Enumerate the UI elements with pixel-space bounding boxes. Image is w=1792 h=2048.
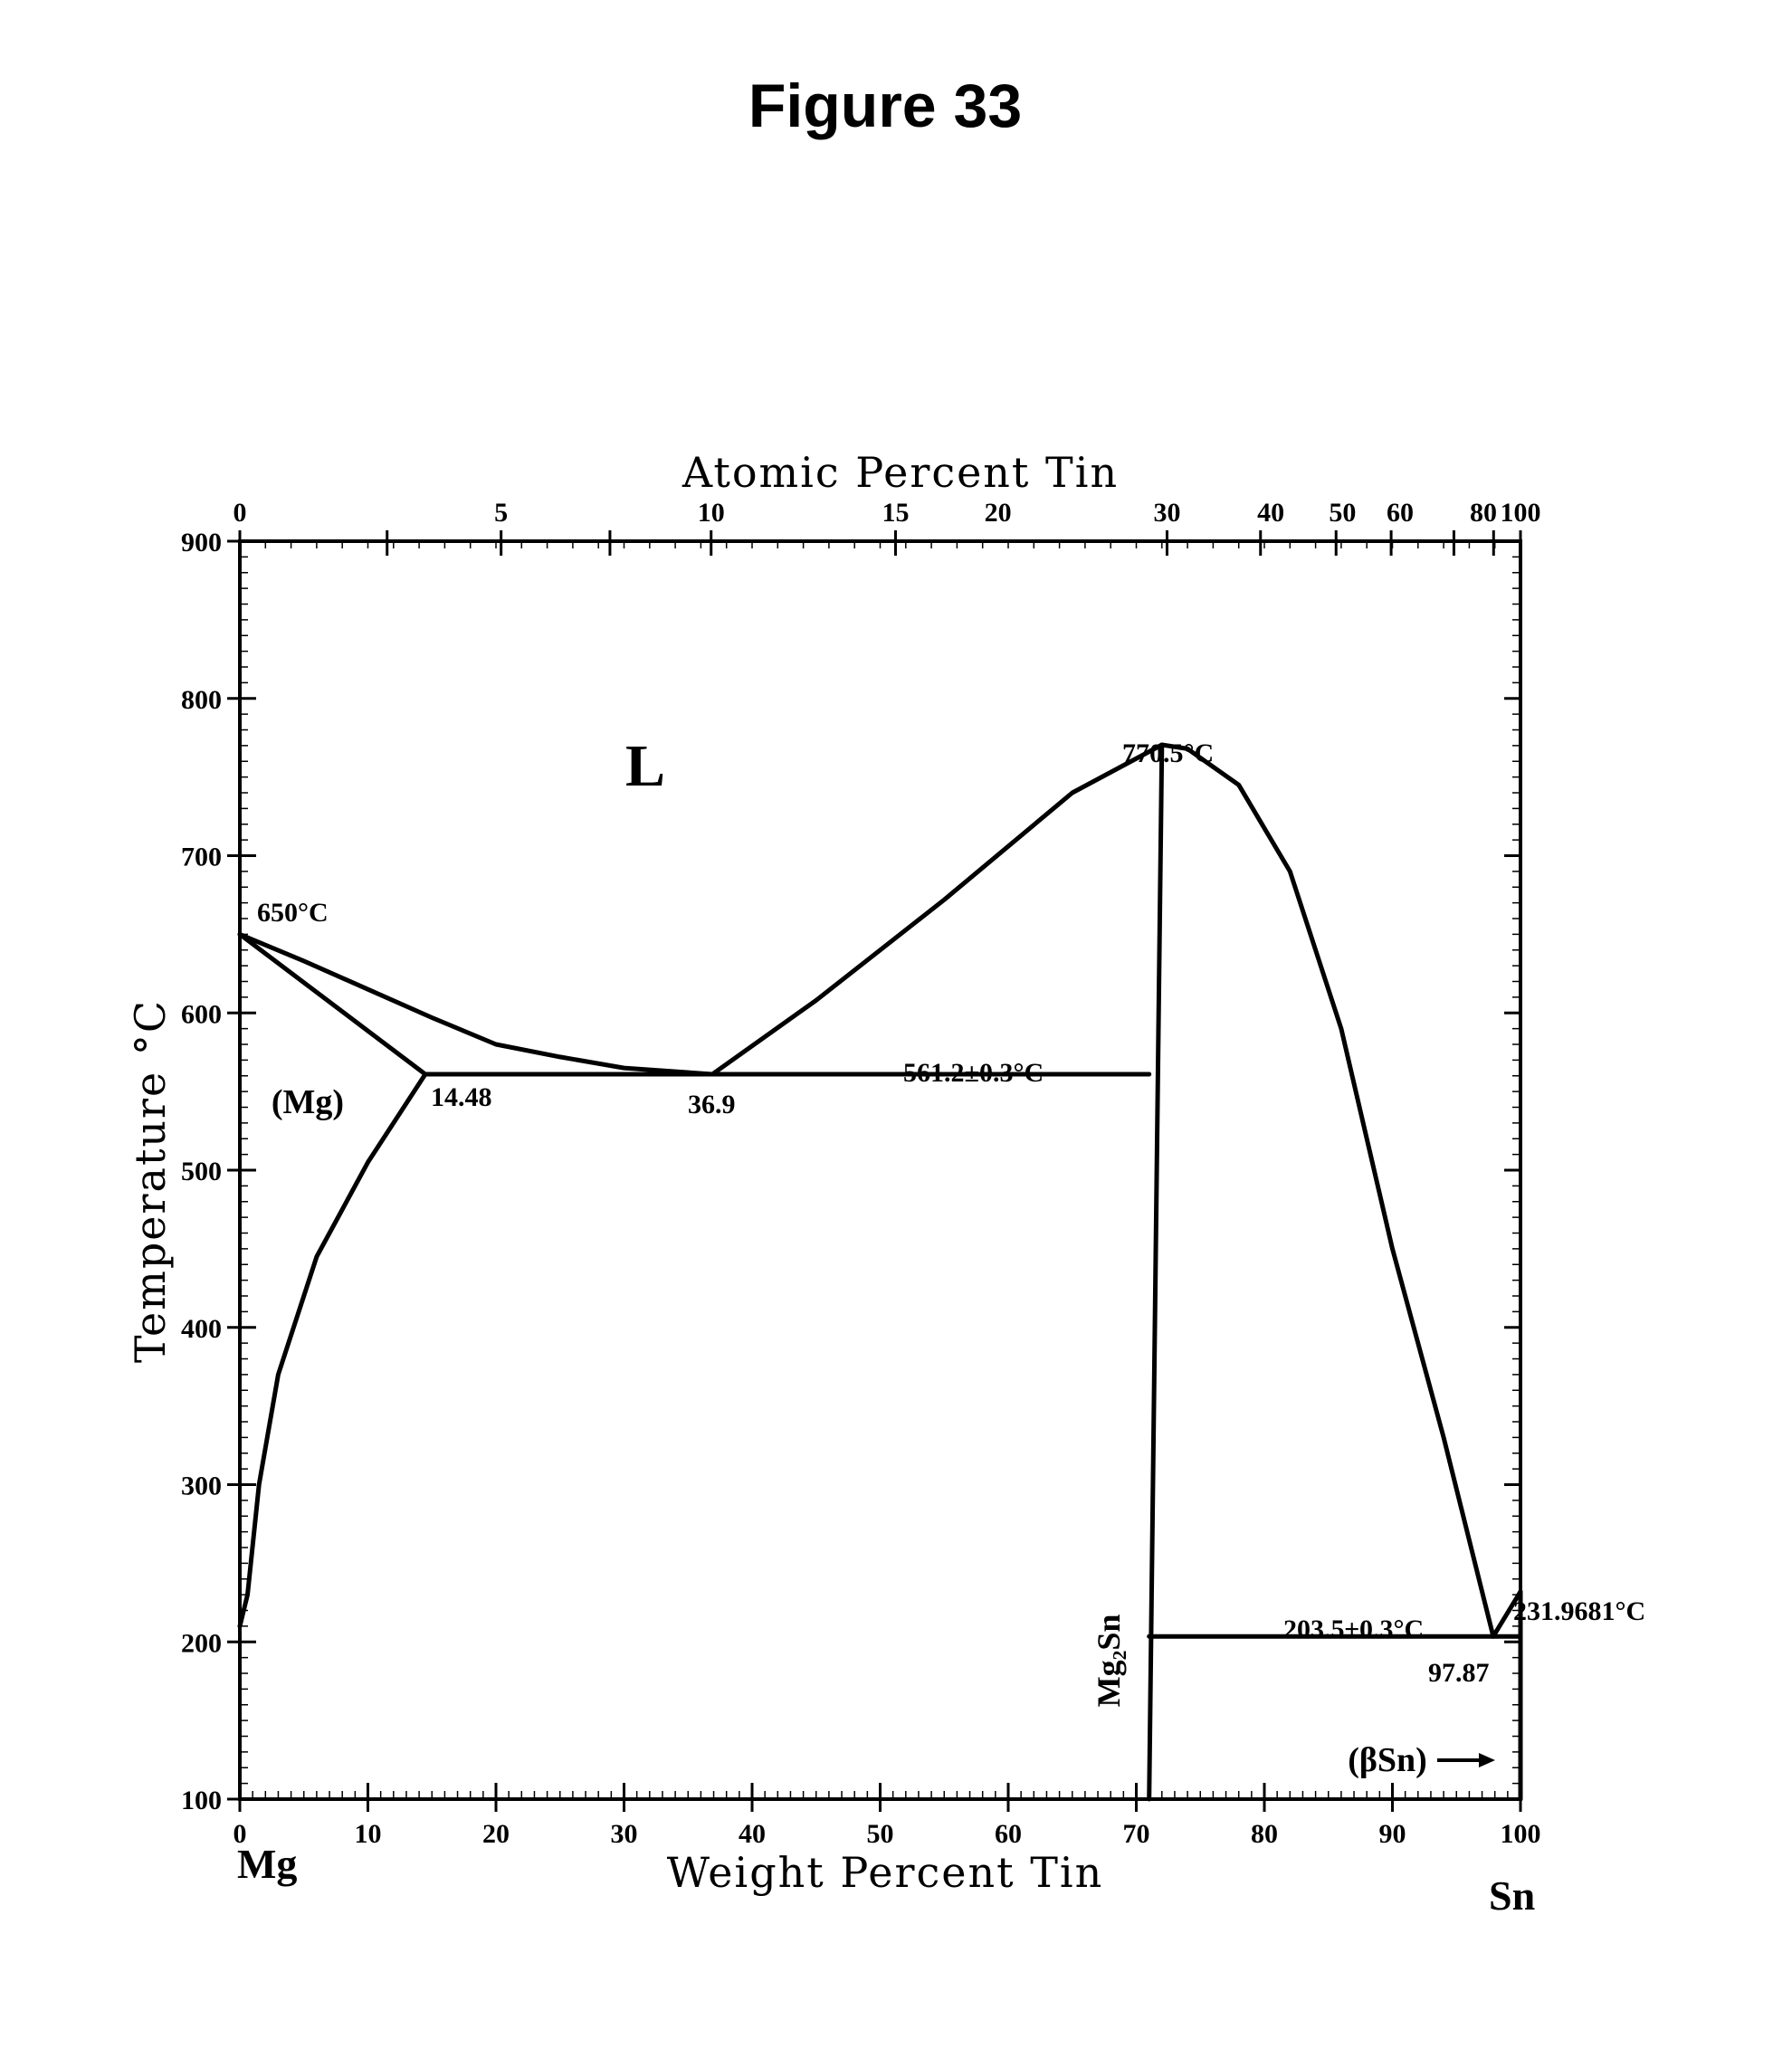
- x2-tick-label: 30: [1153, 498, 1180, 528]
- y-tick-label: 800: [181, 685, 222, 715]
- x2-tick-label: 15: [882, 498, 909, 528]
- eutectic2-temp-annotation: 203.5±0.3°C: [1283, 1615, 1424, 1644]
- x-tick-label: 50: [867, 1819, 894, 1849]
- eutectic2-comp-annotation: 97.87: [1428, 1658, 1490, 1688]
- x2-tick-label: 20: [985, 498, 1012, 528]
- phase-boundary-line: [237, 931, 428, 1077]
- y-tick-label: 500: [181, 1157, 222, 1186]
- x-tick-label: 0: [234, 1819, 247, 1849]
- x2-tick-label: 80: [1470, 498, 1497, 528]
- x2-tick-label: 0: [234, 498, 247, 528]
- phase-boundary-line: [237, 1072, 428, 1629]
- solubility-annotation: 14.48: [431, 1082, 492, 1112]
- y-tick-label: 100: [181, 1786, 222, 1815]
- phase-boundary-line: [1147, 742, 1165, 1802]
- x-tick-label: 10: [355, 1819, 382, 1849]
- figure-title: Figure 33: [748, 71, 1022, 140]
- x-tick-label: 70: [1123, 1819, 1150, 1849]
- y-tick-label: 900: [181, 528, 222, 557]
- phase-boundary-line: [237, 931, 715, 1077]
- mg-melting-annotation: 650°C: [257, 898, 329, 928]
- x-tick-label: 20: [482, 1819, 510, 1849]
- beta-sn-arrow: [1437, 1753, 1495, 1767]
- liquid-phase-label: L: [625, 733, 665, 799]
- compound-melting-annotation: 770.5°C: [1122, 738, 1214, 768]
- plot-frame: [238, 539, 1522, 1801]
- x-tick-label: 30: [611, 1819, 638, 1849]
- phase-boundary-line: [1491, 1589, 1523, 1639]
- x2-tick-label: 100: [1501, 498, 1541, 528]
- x-tick-label: 40: [739, 1819, 766, 1849]
- sn-melting-annotation: 231.9681°C: [1513, 1596, 1645, 1626]
- x-tick-label: 90: [1379, 1819, 1406, 1849]
- x2-tick-label: 10: [698, 498, 725, 528]
- mg-end-label: Mg: [237, 1841, 297, 1887]
- phase-boundary-line: [710, 742, 1165, 1077]
- phase-boundaries: [237, 742, 1523, 1802]
- beta-sn-label: (βSn): [1348, 1741, 1427, 1779]
- x-axis-title: Weight Percent Tin: [667, 1848, 1103, 1897]
- y-axis-title: Temperature °C: [126, 999, 175, 1363]
- y-tick-label: 600: [181, 999, 222, 1029]
- mg2sn-label: Mg₂Sn: [1091, 1615, 1127, 1708]
- y-tick-label: 700: [181, 843, 222, 872]
- plot-area: 0 10 20 30 40 50 60 70 80 90 100100200300400500600…: [181, 498, 1541, 1849]
- top-axis-title: Atomic Percent Tin: [682, 448, 1119, 497]
- y-tick-label: 300: [181, 1472, 222, 1501]
- mg-solid-label: (Mg): [272, 1083, 344, 1121]
- eutectic1-comp-annotation: 36.9: [688, 1090, 736, 1119]
- x2-tick-label: 5: [494, 498, 508, 528]
- x2-tick-label: 60: [1387, 498, 1414, 528]
- eutectic1-temp-annotation: 561.2±0.3°C: [903, 1058, 1044, 1088]
- x-tick-label: 60: [995, 1819, 1022, 1849]
- y-tick-label: 200: [181, 1628, 222, 1658]
- x-tick-label: 100: [1501, 1819, 1541, 1849]
- y-tick-label: 400: [181, 1314, 222, 1344]
- phase-boundary-line: [1159, 742, 1496, 1639]
- x2-tick-label: 40: [1257, 498, 1284, 528]
- tick-labels: 0 10 20 30 40 50 60 70 80 90 100100200300400500600…: [181, 498, 1541, 1849]
- sn-end-label: Sn: [1489, 1872, 1535, 1919]
- x2-tick-label: 50: [1329, 498, 1356, 528]
- x-tick-label: 80: [1251, 1819, 1278, 1849]
